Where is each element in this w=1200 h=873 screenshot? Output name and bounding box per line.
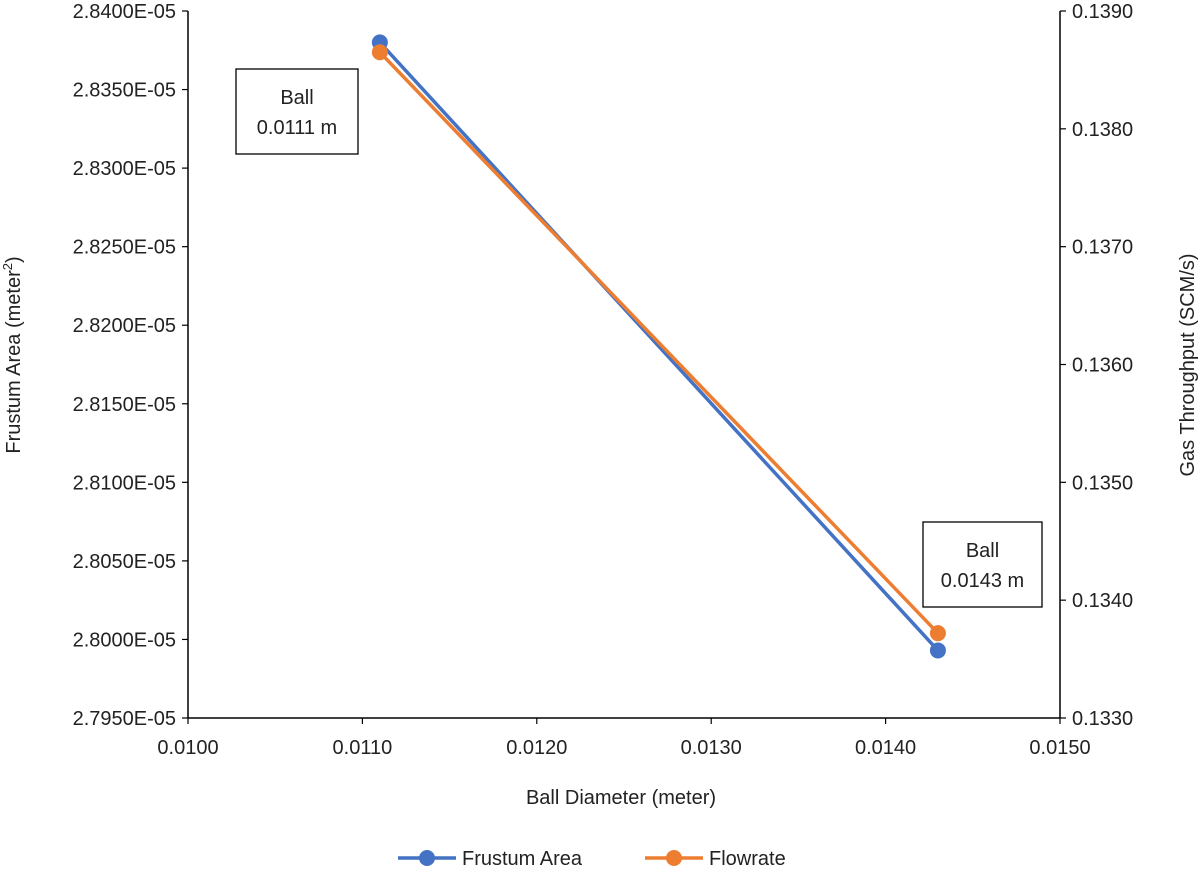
flowrate-point bbox=[371, 44, 388, 61]
right-y-tick-label: 0.1360 bbox=[1072, 355, 1133, 377]
annotations: Ball 0.0111 m Ball 0.0143 m bbox=[235, 68, 1043, 608]
frustum-area-point bbox=[929, 642, 946, 659]
annotation-value: 0.0143 m bbox=[941, 570, 1024, 592]
right-y-axis-title: Gas Throughput (SCM/s) bbox=[1177, 253, 1199, 476]
right-y-tick-label: 0.1340 bbox=[1072, 590, 1133, 612]
frustum-area-line bbox=[378, 41, 940, 652]
x-axis-title: Ball Diameter (meter) bbox=[526, 787, 716, 809]
annotation-title: Ball bbox=[966, 540, 999, 562]
left-y-tick-label: 2.8400E-05 bbox=[73, 1, 176, 23]
right-y-tick-label: 0.1350 bbox=[1072, 472, 1133, 494]
right-y-tick-label: 0.1380 bbox=[1072, 119, 1133, 141]
annotation-title: Ball bbox=[280, 87, 313, 109]
legend-label-flowrate: Flowrate bbox=[709, 848, 786, 870]
left-y-axis-ticks: 2.8400E-05 2.8350E-05 2.8300E-05 2.8250E-05… bbox=[73, 1, 188, 730]
x-tick-label: 0.0100 bbox=[157, 737, 218, 759]
left-y-tick-label: 2.8100E-05 bbox=[73, 472, 176, 494]
legend: Frustum Area Flowrate bbox=[398, 848, 786, 870]
x-tick-label: 0.0110 bbox=[333, 737, 393, 759]
flowrate-line bbox=[378, 51, 940, 635]
x-tick-label: 0.0150 bbox=[1029, 737, 1090, 759]
x-tick-label: 0.0120 bbox=[506, 737, 567, 759]
left-y-tick-label: 2.8000E-05 bbox=[73, 629, 176, 651]
left-y-axis-title: Frustum Area (meter2) bbox=[0, 256, 25, 453]
legend-marker-frustum-area bbox=[419, 850, 435, 866]
annotation-box bbox=[922, 521, 1043, 608]
flowrate-point bbox=[929, 625, 946, 642]
series-layer bbox=[371, 34, 946, 659]
left-y-tick-label: 2.8250E-05 bbox=[73, 237, 176, 259]
left-y-tick-label: 2.8150E-05 bbox=[73, 394, 176, 416]
left-y-tick-label: 2.8350E-05 bbox=[73, 80, 176, 102]
x-axis-ticks: 0.0100 0.0110 0.0120 0.0130 0.0140 0.0150 bbox=[157, 718, 1091, 759]
x-tick-label: 0.0130 bbox=[681, 737, 742, 759]
right-y-tick-label: 0.1390 bbox=[1072, 1, 1133, 23]
annotation-value: 0.0111 m bbox=[257, 117, 337, 139]
left-y-tick-label: 2.8300E-05 bbox=[73, 158, 176, 180]
legend-label-frustum-area: Frustum Area bbox=[462, 848, 583, 870]
right-y-tick-label: 0.1370 bbox=[1072, 237, 1133, 259]
left-y-tick-label: 2.7950E-05 bbox=[73, 708, 176, 730]
left-y-tick-label: 2.8050E-05 bbox=[73, 551, 176, 573]
right-y-axis-ticks: 0.1390 0.1380 0.1370 0.1360 0.1350 0.1340 0.13… bbox=[1060, 1, 1133, 730]
legend-marker-flowrate bbox=[666, 850, 682, 866]
right-y-tick-label: 0.1330 bbox=[1072, 708, 1133, 730]
annotation-box bbox=[235, 68, 359, 155]
left-y-tick-label: 2.8200E-05 bbox=[73, 315, 176, 337]
x-tick-label: 0.0140 bbox=[855, 737, 916, 759]
